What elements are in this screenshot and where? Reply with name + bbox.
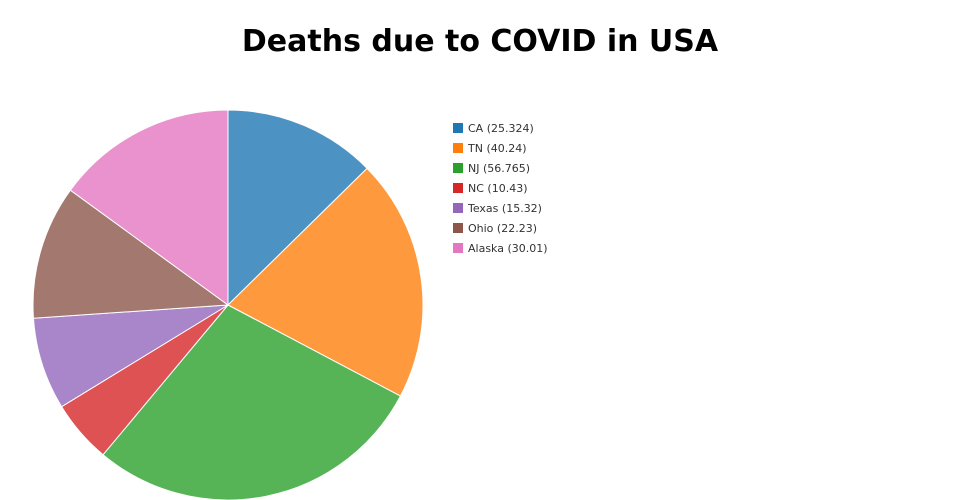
- legend-label: Ohio (22.23): [468, 221, 537, 235]
- legend-item[interactable]: TN (40.24): [453, 138, 548, 158]
- legend-swatch: [453, 143, 463, 153]
- legend-swatch: [453, 223, 463, 233]
- legend-label: TN (40.24): [468, 141, 527, 155]
- legend-item[interactable]: NC (10.43): [453, 178, 548, 198]
- legend: CA (25.324) TN (40.24) NJ (56.765) NC (10.4…: [453, 118, 548, 258]
- pie-slice-4[interactable]: [32, 304, 229, 408]
- legend-label: NJ (56.765): [468, 161, 531, 175]
- legend-label: CA (25.324): [468, 121, 534, 135]
- legend-item[interactable]: Ohio (22.23): [453, 218, 548, 238]
- legend-swatch: [453, 163, 463, 173]
- legend-swatch: [453, 183, 463, 193]
- chart-title: Deaths due to COVID in USA: [241, 24, 719, 59]
- legend-item[interactable]: NJ (56.765): [453, 158, 548, 178]
- legend-swatch: [453, 123, 463, 133]
- pie-slice-6[interactable]: [69, 109, 229, 306]
- legend-swatch: [453, 203, 463, 213]
- pie-slice-0[interactable]: [227, 109, 368, 307]
- pie-slice-2[interactable]: [102, 304, 402, 500]
- pie-slice-1[interactable]: [227, 167, 424, 397]
- legend-label: Texas (15.32): [468, 201, 542, 215]
- legend-item[interactable]: Alaska (30.01): [453, 238, 548, 258]
- pie-slice-5[interactable]: [32, 189, 230, 319]
- legend-item[interactable]: CA (25.324): [453, 118, 548, 138]
- legend-item[interactable]: Texas (15.32): [453, 198, 548, 218]
- legend-label: Alaska (30.01): [468, 241, 548, 255]
- legend-label: NC (10.43): [468, 181, 528, 195]
- legend-swatch: [453, 243, 463, 253]
- pie-slices: [32, 109, 424, 500]
